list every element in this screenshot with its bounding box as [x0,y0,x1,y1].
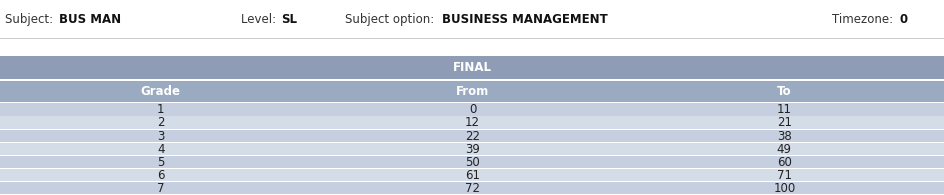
Text: 11: 11 [776,103,791,116]
Bar [0,169,944,182]
Text: 39: 39 [464,143,480,156]
Text: SL: SL [281,13,297,26]
Text: Subject option:: Subject option: [345,13,437,26]
Text: BUS MAN: BUS MAN [59,13,121,26]
Bar [0,80,944,81]
Text: 5: 5 [157,156,164,169]
Text: 3: 3 [157,130,164,143]
Text: 71: 71 [776,169,791,182]
Bar [0,143,944,156]
Text: 22: 22 [464,130,480,143]
Bar [0,0,944,39]
Text: 50: 50 [464,156,480,169]
Bar [0,55,944,80]
Bar [0,181,944,182]
Text: 21: 21 [776,116,791,129]
Bar [0,182,944,195]
Text: FINAL: FINAL [452,61,492,74]
Text: Subject:: Subject: [5,13,57,26]
Bar [0,142,944,143]
Bar [0,39,944,55]
Bar [0,102,944,103]
Text: From: From [455,85,489,98]
Text: 4: 4 [157,143,164,156]
Bar [0,55,944,56]
Bar [0,156,944,169]
Text: 1: 1 [157,103,164,116]
Bar [0,103,944,116]
Text: 72: 72 [464,182,480,195]
Text: 61: 61 [464,169,480,182]
Text: BUSINESS MANAGEMENT: BUSINESS MANAGEMENT [442,13,607,26]
Text: 7: 7 [157,182,164,195]
Text: 12: 12 [464,116,480,129]
Bar [0,80,944,103]
Text: 6: 6 [157,169,164,182]
Text: 2: 2 [157,116,164,129]
Bar [0,194,944,195]
Text: To: To [776,85,791,98]
Bar [0,79,944,80]
Text: 0: 0 [468,103,476,116]
Text: Level:: Level: [241,13,279,26]
Bar [0,168,944,169]
Text: Grade: Grade [141,85,180,98]
Text: 38: 38 [776,130,791,143]
Text: 60: 60 [776,156,791,169]
Bar [0,129,944,143]
Bar [0,155,944,156]
Bar [0,116,944,129]
Text: 0: 0 [899,13,907,26]
Text: 49: 49 [776,143,791,156]
Bar [0,38,944,39]
Text: Timezone:: Timezone: [831,13,896,26]
Text: 100: 100 [772,182,795,195]
